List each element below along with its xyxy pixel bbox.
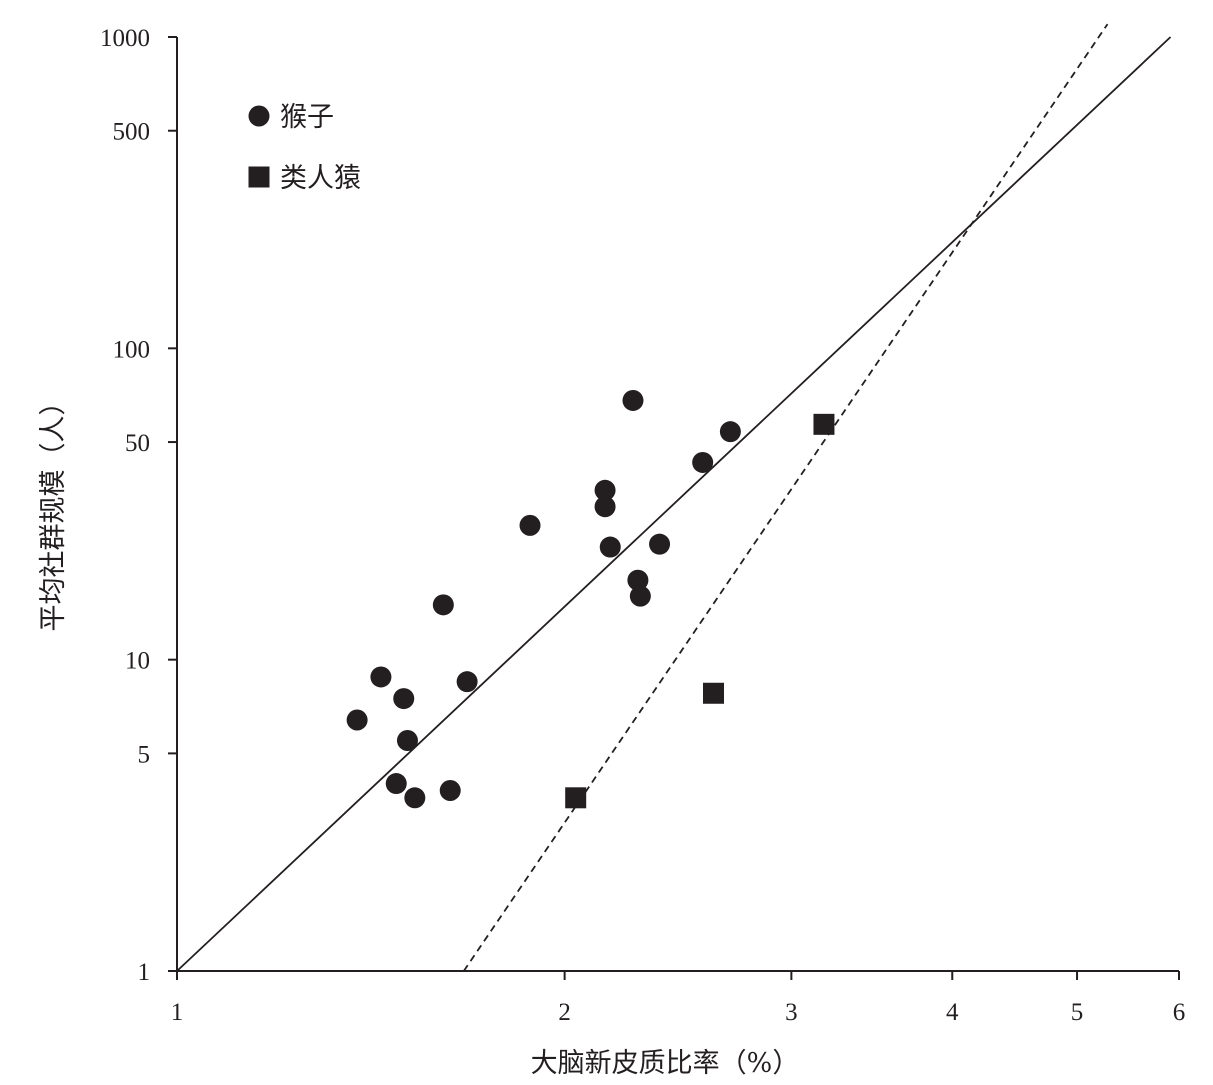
data-point-circle [404, 787, 426, 809]
axis-ticks: 1 2 3 4 5 6 1 5 10 50 100 500 1000 [100, 25, 1185, 1026]
data-point-circle [393, 688, 415, 710]
legend-label: 类人猿 [280, 163, 361, 194]
y-tick-label: 1 [138, 959, 151, 986]
data-point-square [813, 413, 835, 435]
trend-lines [176, 23, 1172, 972]
data-point-square [702, 682, 724, 704]
data-point-circle [627, 569, 649, 591]
axes [176, 37, 1179, 972]
y-tick-label: 5 [138, 741, 151, 768]
data-point-circle [629, 585, 651, 607]
data-point-circle [622, 389, 644, 411]
data-point-square [565, 787, 587, 809]
trend-line-dashed [463, 23, 1109, 972]
data-point-circle [719, 421, 741, 443]
legend-marker-circle [248, 105, 270, 127]
legend-marker-square [248, 166, 270, 188]
data-points [346, 389, 835, 809]
x-tick-label: 3 [785, 999, 798, 1026]
data-point-circle [396, 730, 418, 752]
data-point-circle [346, 709, 368, 731]
legend-label: 猴子 [280, 102, 334, 133]
trend-line-solid [176, 36, 1172, 972]
y-axis-title: 平均社群规模（人） [38, 389, 69, 632]
y-tick-label: 10 [125, 648, 150, 675]
data-point-circle [599, 536, 621, 558]
x-tick-label: 6 [1173, 999, 1186, 1026]
data-point-circle [432, 594, 454, 616]
data-point-circle [456, 671, 478, 693]
y-tick-label: 500 [113, 119, 151, 146]
x-tick-label: 1 [171, 999, 184, 1026]
y-tick-label: 100 [113, 336, 151, 363]
data-point-circle [692, 451, 714, 473]
x-tick-label: 2 [558, 999, 571, 1026]
y-tick-label: 1000 [100, 25, 150, 52]
data-point-circle [594, 496, 616, 518]
x-tick-label: 5 [1071, 999, 1084, 1026]
data-point-circle [439, 779, 461, 801]
data-point-circle [594, 479, 616, 501]
data-point-circle [649, 533, 671, 555]
x-axis-title: 大脑新皮质比率（%） [531, 1048, 800, 1079]
y-tick-label: 50 [125, 430, 150, 457]
x-tick-label: 4 [946, 999, 959, 1026]
data-point-circle [519, 514, 541, 536]
data-point-circle [385, 773, 407, 795]
data-point-circle [370, 666, 392, 688]
